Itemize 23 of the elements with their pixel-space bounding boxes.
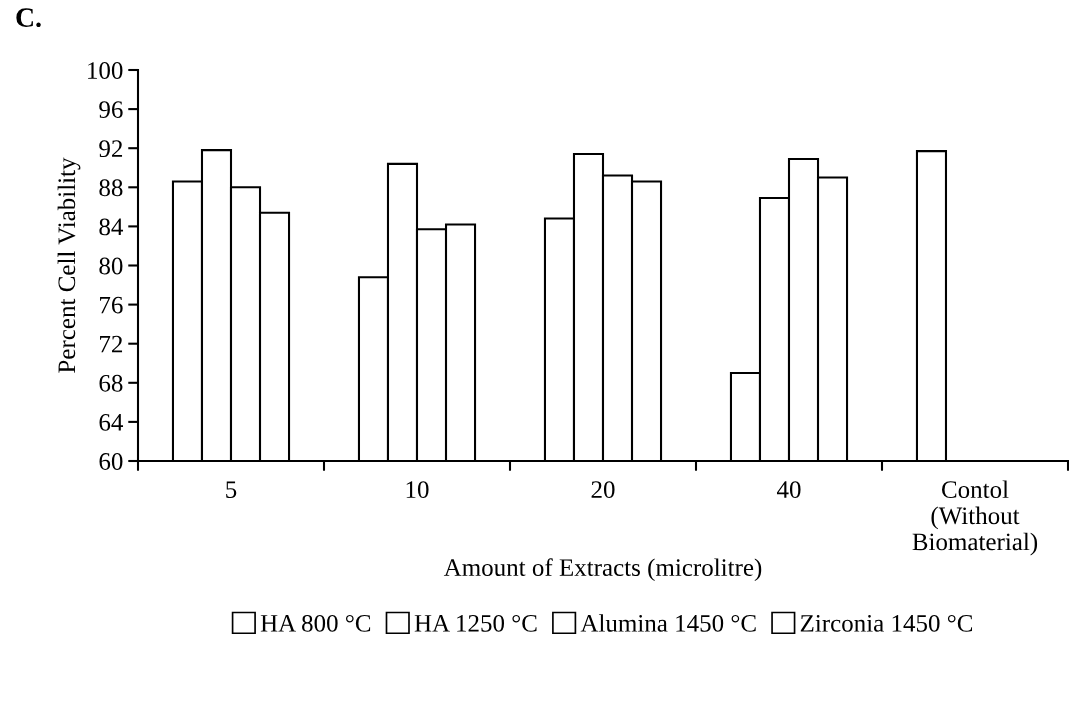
x-tick-label: 40 (776, 481, 801, 499)
y-tick-label: 64 (99, 414, 124, 431)
y-tick-label: 96 (99, 101, 123, 119)
y-tick-label: 68 (99, 374, 123, 392)
legend-label: Alumina 1450 °C (580, 614, 756, 632)
chart-title: C. (16, 8, 41, 28)
x-tick-label: Contol (Without Biomaterial) (912, 480, 1038, 556)
y-tick-label: 100 (88, 62, 123, 79)
y-axis-title: Percent Cell Viability (57, 157, 81, 373)
legend-label: HA 800 °C (260, 614, 371, 632)
y-tick-label: 72 (100, 335, 123, 353)
y-tick-label: 80 (99, 257, 123, 275)
y-tick-label: 76 (100, 296, 123, 314)
x-tick-label: 20 (591, 481, 615, 499)
y-tick-label: 84 (99, 218, 124, 236)
y-tick-label: 88 (99, 179, 123, 197)
x-tick-label: 10 (406, 481, 429, 499)
y-tick-label: 92 (99, 140, 123, 158)
x-axis-title: Amount of Extracts (microlitre) (443, 558, 762, 582)
x-tick-label: 5 (226, 481, 237, 499)
legend-label: HA 1250 °C (414, 614, 537, 632)
legend-label: Zirconia 1450 °C (800, 614, 973, 632)
y-tick-label: 60 (99, 453, 123, 470)
